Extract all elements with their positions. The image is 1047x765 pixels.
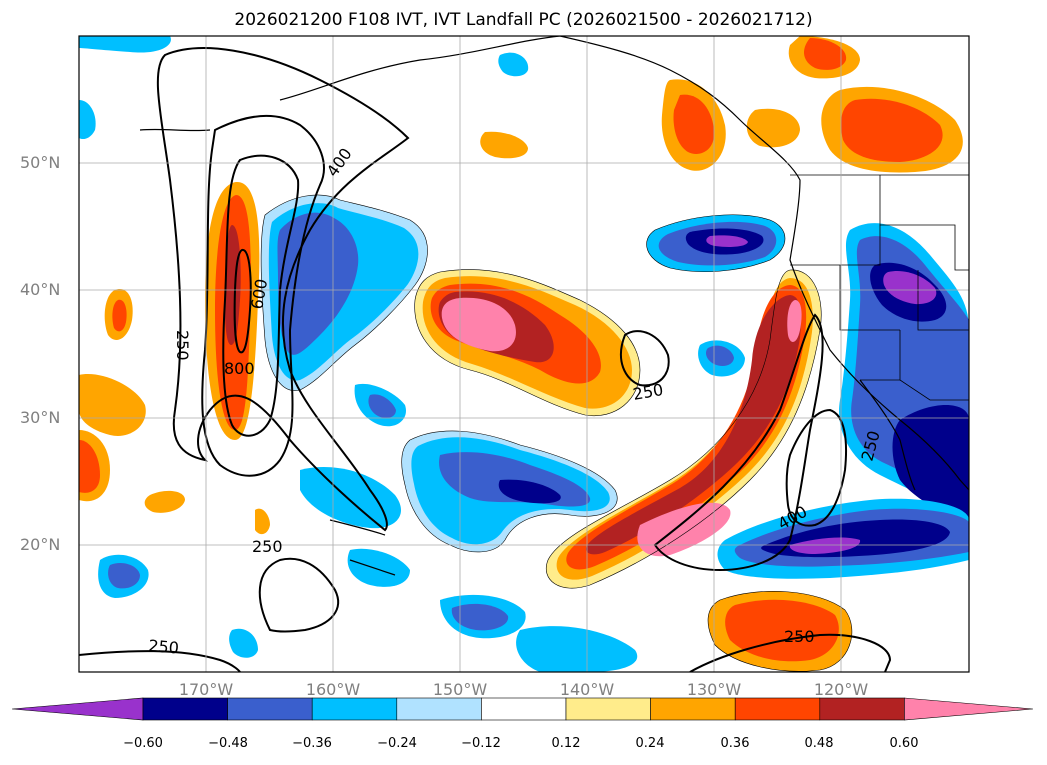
positive-pc-shading: [79, 36, 963, 672]
colorbar-tick: 0.36: [720, 736, 750, 751]
lat-label-50n: 50°N: [20, 153, 61, 172]
colorbar-segment: [311, 697, 398, 721]
colorbar-tick: 0.60: [889, 736, 919, 751]
colorbar-segment: [734, 697, 821, 721]
contour-label-250-southeast: 250: [784, 627, 815, 646]
lon-label-120w: 120°W: [813, 680, 869, 699]
contour-label-250-west: 250: [173, 330, 192, 361]
negative-pc-shading: [79, 36, 969, 672]
contour-label-800: 800: [224, 359, 255, 378]
map-border: [78, 35, 970, 673]
lon-label-160w: 160°W: [305, 680, 361, 699]
lat-label-40n: 40°N: [20, 280, 61, 299]
colorbar-segment: [142, 697, 228, 721]
contour-label-250-south: 250: [252, 537, 283, 556]
lat-label-30n: 30°N: [20, 408, 61, 427]
contour-label-250-bottom: 250: [148, 636, 180, 658]
lon-label-150w: 150°W: [432, 680, 488, 699]
colorbar-segment: [227, 697, 313, 721]
colorbar-segment: [819, 697, 905, 721]
colorbar-tick: −0.48: [208, 736, 248, 751]
lon-label-170w: 170°W: [178, 680, 234, 699]
colorbar-segment: [396, 697, 482, 721]
colorbar-tick: −0.12: [461, 736, 501, 751]
gridlines: [79, 36, 969, 672]
colorbar-segments: [11, 697, 1034, 721]
colorbar-tick: 0.12: [551, 736, 581, 751]
colorbar-segment: [481, 697, 567, 721]
colorbar-tick: −0.24: [377, 736, 417, 751]
ivt-contours: [79, 47, 892, 672]
coastlines: [139, 36, 969, 576]
colorbar-segment: [565, 697, 651, 721]
colorbar-segment: [904, 697, 1034, 721]
colorbar-segment: [650, 697, 736, 721]
lat-label-20n: 20°N: [20, 535, 61, 554]
colorbar-tick: −0.36: [292, 736, 332, 751]
lon-label-130w: 130°W: [686, 680, 742, 699]
colorbar-tick: −0.60: [123, 736, 163, 751]
map-title: 2026021200 F108 IVT, IVT Landfall PC (20…: [234, 10, 813, 30]
colorbar: [11, 697, 1034, 721]
colorbar-tick: 0.48: [804, 736, 834, 751]
colorbar-segment: [11, 697, 144, 721]
lon-label-140w: 140°W: [559, 680, 615, 699]
colorbar-tick: 0.24: [635, 736, 665, 751]
